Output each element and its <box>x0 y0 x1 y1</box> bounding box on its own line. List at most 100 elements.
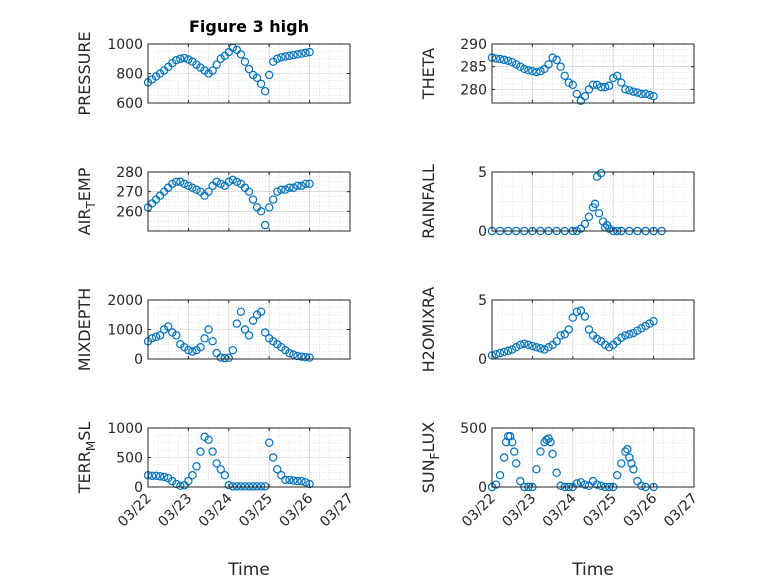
subplot-7: 0 500 1000 03/22 03/23 03/24 03/25 03/26 03/27 Ti… <box>75 421 357 580</box>
data-point <box>184 55 193 64</box>
data-point <box>540 345 549 354</box>
data-point <box>216 179 225 188</box>
data-point <box>536 447 545 456</box>
data-point <box>588 80 598 90</box>
data-point <box>196 447 205 456</box>
data-point <box>192 185 201 194</box>
data-point <box>232 177 242 187</box>
data-point <box>155 331 165 340</box>
data-point <box>285 183 294 192</box>
data-point <box>584 212 594 222</box>
data-point <box>568 80 578 90</box>
y-tick-label: 600 <box>116 96 143 112</box>
data-point <box>293 476 302 486</box>
y-axis-label: SUNFLUX <box>419 422 442 494</box>
data-point <box>532 343 541 352</box>
data-point <box>252 482 262 491</box>
data-point <box>293 181 302 190</box>
data-point <box>645 319 654 328</box>
data-point <box>188 347 197 356</box>
data-point <box>625 86 634 95</box>
subplot-1: 600 800 1000 PRESSURE Figure 3 high <box>75 17 351 116</box>
data-point <box>151 471 161 480</box>
data-point <box>516 476 525 486</box>
data-point <box>228 175 238 185</box>
data-point <box>212 459 221 468</box>
data-point <box>155 472 165 481</box>
y-tick-label: 800 <box>116 67 143 83</box>
data-point <box>637 89 646 99</box>
data-point <box>305 179 314 188</box>
data-point <box>499 55 509 65</box>
y-axis-label-main: TERR <box>75 451 94 494</box>
data-point <box>256 307 266 316</box>
data-point <box>512 459 521 468</box>
data-point <box>576 478 586 487</box>
data-point <box>216 353 225 362</box>
y-axis-label-tail: SL <box>75 422 94 441</box>
y-tick-label: 1000 <box>107 37 143 53</box>
data-point <box>524 66 533 75</box>
data-point <box>184 181 193 190</box>
data-point <box>633 326 642 335</box>
x-tick-label: 03/23 <box>499 491 539 531</box>
data-point <box>592 480 602 489</box>
y-tick-label: 270 <box>116 185 143 201</box>
data-point <box>613 471 622 480</box>
data-point <box>580 312 590 321</box>
data-point <box>224 353 233 363</box>
data-point <box>305 47 314 57</box>
data-point <box>293 50 302 59</box>
data-point <box>297 49 306 58</box>
data-point <box>649 91 658 101</box>
x-tick-label: 03/25 <box>236 491 276 531</box>
data-point <box>232 319 242 328</box>
data-point <box>184 345 193 355</box>
data-point <box>560 71 569 80</box>
y-axis-label-main: THETA <box>419 48 438 100</box>
data-point <box>609 73 618 83</box>
data-point <box>516 62 525 71</box>
y-tick-label: 0 <box>134 480 143 496</box>
data-point <box>212 177 221 187</box>
data-point <box>617 78 626 87</box>
data-point <box>180 179 189 188</box>
data-point <box>244 187 254 196</box>
axes-background <box>492 44 694 103</box>
data-point <box>168 179 177 188</box>
data-point <box>240 325 250 334</box>
data-point <box>572 307 582 316</box>
data-point <box>196 343 205 352</box>
data-point <box>172 177 181 187</box>
data-point <box>528 67 537 76</box>
y-axis-label: AIRTEMP <box>75 167 98 235</box>
data-point <box>265 70 274 80</box>
y-tick-label: 290 <box>460 37 487 53</box>
data-point <box>592 80 602 90</box>
data-point <box>621 331 630 340</box>
data-point <box>617 459 626 468</box>
data-point <box>568 313 578 322</box>
data-point <box>265 438 274 447</box>
y-tick-label: 5 <box>478 165 487 181</box>
data-point <box>297 352 306 361</box>
axes-box <box>147 171 351 232</box>
data-point <box>590 199 600 209</box>
y-axis-label-tail: EMP <box>75 167 94 201</box>
data-point <box>544 60 553 69</box>
y-axis-label: TERRMSL <box>75 422 98 495</box>
data-point <box>260 328 270 337</box>
subplot-8: 0 500 03/22 03/23 03/24 03/25 03/26 03/27 Time SU… <box>419 421 701 580</box>
data-point <box>172 56 181 65</box>
y-axis-label: PRESSURE <box>75 31 94 115</box>
data-point <box>532 465 541 474</box>
data-point <box>200 334 209 343</box>
y-tick-label: 1000 <box>107 323 143 339</box>
y-tick-label: 2000 <box>107 293 143 309</box>
data-point <box>552 337 561 346</box>
data-point <box>248 482 258 491</box>
data-point <box>499 347 509 357</box>
x-tick-label: 03/27 <box>317 491 357 531</box>
data-point <box>240 482 250 491</box>
data-point <box>204 435 213 444</box>
